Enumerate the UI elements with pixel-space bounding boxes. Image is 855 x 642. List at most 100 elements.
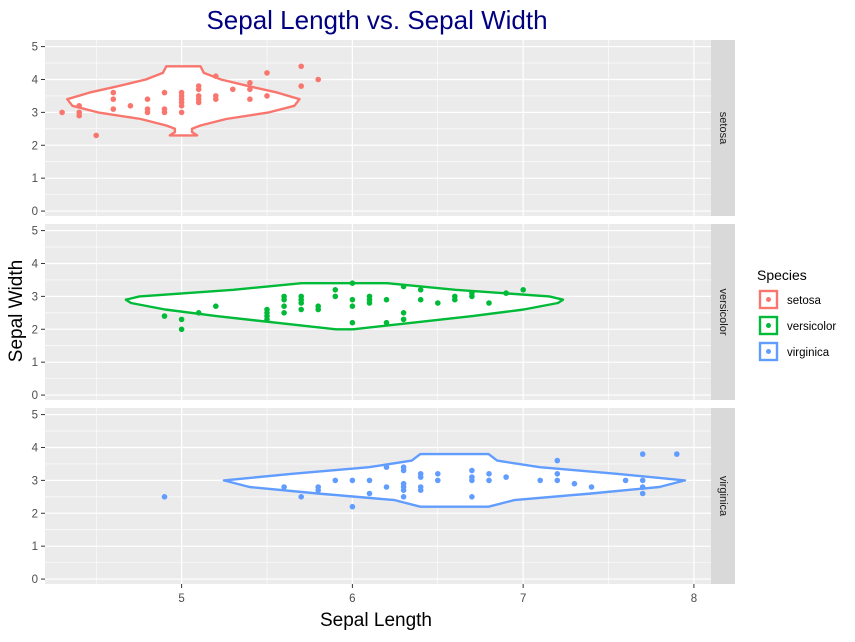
- data-point-versicolor: [332, 293, 339, 300]
- data-point-versicolor: [264, 306, 270, 313]
- data-point-virginica: [674, 451, 680, 457]
- data-point-versicolor: [281, 310, 287, 316]
- data-point-versicolor: [417, 296, 424, 303]
- y-tick-label: 4: [32, 74, 39, 86]
- data-point-versicolor: [281, 293, 287, 300]
- data-point-versicolor: [213, 303, 219, 310]
- facet-strip-label: virginica: [717, 476, 729, 517]
- data-point-virginica: [639, 451, 646, 457]
- data-point-virginica: [400, 464, 407, 471]
- data-point-setosa: [195, 83, 202, 89]
- x-tick-label: 8: [691, 593, 697, 605]
- y-tick-label: 1: [32, 173, 38, 185]
- data-point-versicolor: [452, 293, 458, 300]
- data-point-virginica: [503, 474, 509, 480]
- data-point-virginica: [435, 477, 441, 484]
- y-tick-label: 5: [32, 226, 38, 238]
- data-point-virginica: [486, 477, 492, 484]
- facet-strip-label: versicolor: [717, 288, 729, 335]
- y-tick-label: 3: [32, 291, 38, 303]
- data-point-versicolor: [178, 316, 185, 323]
- data-point-virginica: [366, 490, 373, 497]
- data-point-virginica: [161, 494, 168, 500]
- legend-title: Species: [757, 267, 807, 283]
- data-point-versicolor: [366, 293, 373, 300]
- legend-item-versicolor: versicolor: [758, 315, 836, 336]
- data-point-virginica: [469, 494, 475, 500]
- data-point-versicolor: [315, 303, 322, 310]
- data-point-versicolor: [161, 313, 168, 319]
- x-tick-label: 5: [178, 593, 184, 605]
- chart-title: Sepal Length vs. Sepal Width: [206, 5, 547, 35]
- data-point-versicolor: [503, 290, 509, 296]
- data-point-virginica: [554, 471, 561, 477]
- data-point-virginica: [622, 477, 629, 484]
- data-point-versicolor: [435, 300, 441, 306]
- x-axis: 5 6 7 8: [178, 584, 697, 605]
- legend-key-point: [766, 297, 771, 302]
- data-point-setosa: [161, 89, 168, 96]
- data-point-versicolor: [400, 283, 407, 290]
- data-point-virginica: [281, 484, 287, 490]
- data-point-virginica: [417, 471, 424, 477]
- y-tick-label: 1: [32, 357, 38, 369]
- data-point-versicolor: [195, 310, 202, 316]
- y-tick-label: 5: [32, 42, 38, 54]
- legend-item-setosa: setosa: [758, 289, 821, 310]
- data-point-setosa: [93, 132, 99, 139]
- data-point-setosa: [110, 106, 117, 112]
- legend-key-point: [766, 349, 771, 354]
- data-point-setosa: [247, 96, 253, 102]
- data-point-virginica: [349, 477, 356, 484]
- data-point-virginica: [383, 484, 390, 490]
- legend-item-virginica: virginica: [758, 341, 830, 362]
- data-point-setosa: [298, 63, 305, 70]
- data-point-setosa: [247, 86, 253, 93]
- data-point-versicolor: [383, 319, 390, 326]
- data-point-versicolor: [400, 310, 407, 316]
- data-point-versicolor: [178, 326, 185, 333]
- y-tick-label: 2: [32, 324, 38, 336]
- y-tick-label: 3: [32, 475, 38, 487]
- data-point-virginica: [639, 484, 646, 490]
- data-point-setosa: [59, 109, 65, 116]
- data-point-virginica: [588, 484, 595, 490]
- y-tick-label: 1: [32, 541, 38, 553]
- data-point-setosa: [127, 103, 134, 109]
- data-point-versicolor: [469, 290, 475, 296]
- data-point-setosa: [315, 76, 322, 83]
- data-point-virginica: [315, 484, 322, 490]
- data-point-versicolor: [349, 296, 356, 303]
- data-point-setosa: [76, 109, 82, 116]
- data-point-virginica: [554, 457, 561, 464]
- data-point-virginica: [400, 494, 407, 500]
- legend-label: setosa: [787, 295, 821, 307]
- data-point-setosa: [213, 73, 219, 79]
- data-point-setosa: [76, 103, 82, 109]
- data-point-virginica: [383, 464, 390, 471]
- y-axis-title: Sepal Width: [6, 260, 27, 362]
- y-tick-label: 4: [32, 258, 39, 270]
- data-point-versicolor: [400, 316, 407, 323]
- data-point-setosa: [213, 93, 219, 99]
- data-point-virginica: [571, 480, 578, 487]
- legend-key-point: [766, 323, 771, 328]
- y-tick-label: 2: [32, 508, 38, 520]
- data-point-setosa: [144, 96, 151, 102]
- data-point-virginica: [469, 474, 475, 480]
- y-tick-label: 0: [32, 574, 38, 586]
- facet-strip: [711, 40, 735, 216]
- x-tick-label: 7: [520, 593, 526, 605]
- data-point-versicolor: [281, 303, 287, 310]
- data-point-setosa: [161, 106, 168, 112]
- data-point-versicolor: [520, 287, 526, 293]
- facet-panel-versicolor: 0 1 2 3 4 5 versicolor: [32, 224, 735, 402]
- data-point-setosa: [178, 89, 185, 96]
- data-point-versicolor: [332, 287, 339, 293]
- data-point-virginica: [639, 477, 646, 484]
- data-point-versicolor: [298, 293, 305, 300]
- data-point-virginica: [400, 480, 407, 487]
- x-tick-label: 6: [349, 593, 355, 605]
- data-point-virginica: [366, 477, 373, 484]
- data-point-setosa: [110, 89, 117, 96]
